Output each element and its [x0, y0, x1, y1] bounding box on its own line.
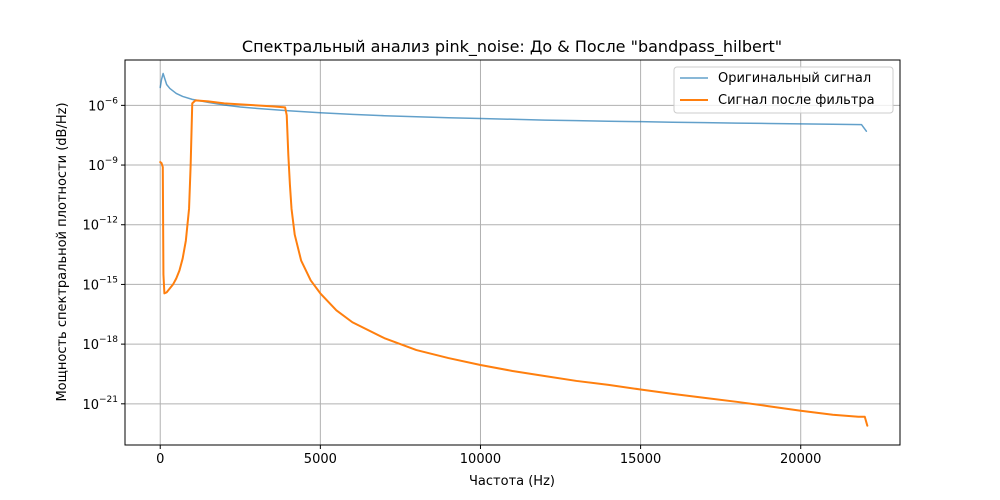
y-tick-label-base: 10	[82, 338, 99, 353]
y-tick-label-base: 10	[88, 159, 105, 174]
y-tick-label: 10−6	[88, 96, 118, 114]
series-line-original	[159, 72, 868, 132]
y-tick-label-base: 10	[82, 398, 99, 413]
y-tick-label: 10−21	[82, 395, 118, 413]
plot-area	[124, 59, 901, 446]
y-tick-label: 10−9	[88, 156, 118, 174]
legend: Оригинальный сигнал Сигнал после фильтра	[673, 66, 894, 114]
plot-frame	[124, 59, 901, 446]
series-line-filtered	[159, 99, 869, 427]
y-tick-label-exponent: −21	[99, 395, 118, 405]
y-tick-label-exponent: −12	[99, 216, 118, 226]
y-tick-label-base: 10	[82, 219, 99, 234]
y-tick-label-exponent: −9	[105, 156, 119, 166]
y-tick-label: 10−18	[82, 335, 118, 353]
y-tick-label: 10−15	[82, 275, 118, 293]
chart-title: Спектральный анализ pink_noise: До & Пос…	[242, 37, 782, 57]
y-gridlines	[125, 104, 900, 405]
x-tick-label: 0	[156, 452, 164, 467]
plot-background	[125, 60, 900, 445]
y-tick-label-base: 10	[88, 99, 105, 114]
x-axis-ticks: 0 5000 10000 15000 20000	[156, 445, 821, 467]
x-gridlines	[159, 60, 802, 445]
y-axis-label: Мощность спектральной плотности (dB/Hz)	[55, 102, 70, 401]
y-tick-label-exponent: −6	[105, 96, 119, 106]
x-tick-label: 10000	[460, 452, 501, 467]
legend-label-filtered: Сигнал после фильтра	[718, 93, 875, 108]
x-tick-label: 20000	[780, 452, 821, 467]
x-tick-label: 5000	[304, 452, 337, 467]
y-tick-label: 10−12	[82, 216, 118, 234]
legend-label-original: Оригинальный сигнал	[718, 71, 871, 86]
y-tick-label-exponent: −15	[99, 275, 118, 285]
y-tick-label-exponent: −18	[99, 335, 118, 345]
series-lines	[159, 72, 869, 427]
legend-box	[673, 66, 894, 114]
x-tick-label: 15000	[620, 452, 661, 467]
y-tick-label-base: 10	[82, 278, 99, 293]
x-axis-label: Частота (Hz)	[469, 474, 555, 489]
